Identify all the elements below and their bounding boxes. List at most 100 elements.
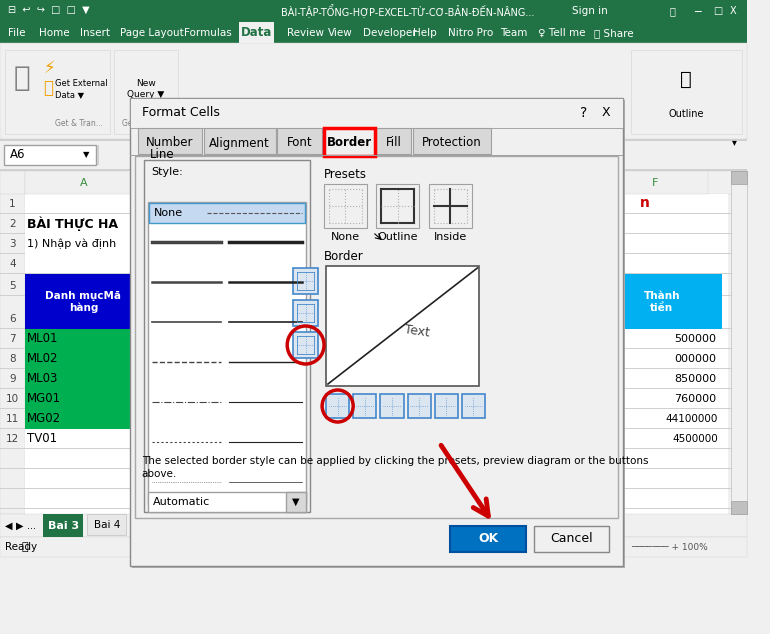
Text: ML01: ML01 xyxy=(27,332,59,346)
Bar xyxy=(138,128,202,154)
Bar xyxy=(601,171,708,194)
Text: Thu: Thu xyxy=(461,519,490,533)
Text: ─: ─ xyxy=(694,6,701,16)
Text: Sign in: Sign in xyxy=(572,6,608,16)
Text: 760000: 760000 xyxy=(674,394,716,404)
Text: Color:: Color: xyxy=(152,492,184,502)
Text: Format Cells: Format Cells xyxy=(142,107,219,119)
Bar xyxy=(0,328,747,329)
Bar xyxy=(450,526,526,552)
Bar xyxy=(149,202,306,504)
Text: BÀI THỰC HA: BÀI THỰC HA xyxy=(27,217,118,231)
Text: Máy giặt NATIONAL: Máy giặt NATIONAL xyxy=(143,414,244,424)
Bar xyxy=(25,409,142,429)
Bar xyxy=(324,184,367,228)
Text: MG02: MG02 xyxy=(27,413,62,425)
Bar xyxy=(25,214,608,234)
Text: Mem: Mem xyxy=(546,519,584,533)
Text: A6: A6 xyxy=(10,148,25,162)
Text: Get External
Data ▼: Get External Data ▼ xyxy=(55,79,108,99)
Text: Danh mụcMã
hàng: Danh mụcMã hàng xyxy=(45,291,122,313)
Text: 1: 1 xyxy=(375,434,382,444)
Text: None: None xyxy=(331,232,360,242)
Bar xyxy=(0,448,747,449)
Text: Inside: Inside xyxy=(434,232,467,242)
Text: Automatic: Automatic xyxy=(153,497,210,507)
Text: 12: 12 xyxy=(6,434,19,444)
Bar xyxy=(0,233,747,234)
Bar xyxy=(326,266,479,386)
Text: 7: 7 xyxy=(9,334,16,344)
Bar xyxy=(130,155,623,156)
Text: View: View xyxy=(328,28,353,38)
Text: Tivi LG: Tivi LG xyxy=(143,434,179,444)
Text: ML02: ML02 xyxy=(27,353,59,365)
Text: Get & Tran...: Get & Tran... xyxy=(55,119,103,129)
Bar xyxy=(0,514,747,537)
Text: A: A xyxy=(79,178,87,188)
Bar xyxy=(143,160,310,512)
Text: ⚡
📊: ⚡ 📊 xyxy=(44,58,55,98)
Bar xyxy=(731,501,747,514)
Text: ...: ... xyxy=(27,521,36,531)
Bar xyxy=(0,368,747,369)
Bar xyxy=(0,174,25,514)
Text: Line: Line xyxy=(149,148,174,162)
Bar xyxy=(0,508,747,509)
Text: Phan: Phan xyxy=(523,519,562,533)
Text: 8: 8 xyxy=(9,354,16,364)
Text: Page Layout: Page Layout xyxy=(120,28,184,38)
Bar xyxy=(0,171,25,194)
Text: 🖺: 🖺 xyxy=(14,64,30,92)
Text: 6: 6 xyxy=(9,314,16,324)
Bar xyxy=(286,492,306,512)
Text: Bai 4: Bai 4 xyxy=(93,520,120,530)
Text: ⊟  ↩  ↪  □  □  ▼: ⊟ ↩ ↪ □ □ ▼ xyxy=(8,6,89,16)
Bar xyxy=(407,394,430,418)
Text: Ready: Ready xyxy=(5,542,37,552)
Bar xyxy=(601,274,721,329)
Bar xyxy=(172,514,212,535)
Bar xyxy=(353,394,377,418)
Text: 500000: 500000 xyxy=(674,334,716,344)
Bar xyxy=(731,171,747,514)
Text: Bai 8: Bai 8 xyxy=(264,520,291,530)
Bar xyxy=(293,300,318,326)
Bar xyxy=(293,332,318,358)
Text: Thành
tiền: Thành tiền xyxy=(644,291,680,313)
Text: ⛉ Share: ⛉ Share xyxy=(594,28,634,38)
Text: 5: 5 xyxy=(9,281,16,291)
Text: Bai 7: Bai 7 xyxy=(222,520,248,530)
Text: 📊: 📊 xyxy=(680,70,692,89)
Text: above.: above. xyxy=(142,469,177,479)
Bar xyxy=(413,128,491,154)
Bar xyxy=(25,171,142,194)
Bar xyxy=(462,394,485,418)
Text: ▶: ▶ xyxy=(15,521,23,531)
Text: 0: 0 xyxy=(521,434,527,444)
Bar xyxy=(258,514,297,535)
Bar xyxy=(731,171,747,184)
Bar xyxy=(0,43,747,139)
Bar xyxy=(377,128,411,154)
Text: Team: Team xyxy=(500,28,527,38)
Bar xyxy=(277,128,322,154)
Text: ♀ Tell me: ♀ Tell me xyxy=(538,28,586,38)
Bar xyxy=(0,428,747,429)
Bar xyxy=(435,394,458,418)
Text: n: n xyxy=(641,196,650,210)
Text: 🗎: 🗎 xyxy=(22,542,28,552)
Text: TV01: TV01 xyxy=(27,432,57,446)
Text: ◀: ◀ xyxy=(5,521,12,531)
Bar xyxy=(25,349,142,369)
Bar xyxy=(631,50,742,134)
Text: ?: ? xyxy=(581,106,588,120)
Bar xyxy=(301,514,340,535)
Bar xyxy=(25,274,142,329)
Text: Bai 6: Bai 6 xyxy=(179,520,206,530)
Text: ▼: ▼ xyxy=(83,150,89,160)
Text: 900000: 900000 xyxy=(504,414,544,424)
Bar xyxy=(130,98,623,128)
Text: ⊞  ☰  □: ⊞ ☰ □ xyxy=(454,542,497,552)
Bar xyxy=(149,492,306,512)
